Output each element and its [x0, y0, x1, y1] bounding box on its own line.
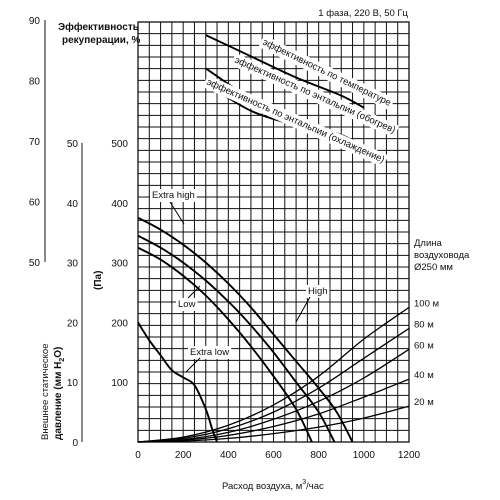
mm-tick-label: 50 [67, 139, 79, 150]
efficiency-tick-label: 70 [29, 137, 41, 148]
x-tick-label: 800 [310, 450, 327, 461]
mm-tick-label: 20 [67, 318, 79, 329]
pa-tick-label: 500 [111, 139, 128, 150]
duct-label-5: 20 м [414, 397, 434, 408]
fan-curve-1 [137, 216, 354, 443]
static-label-main: давление (мм Н [53, 362, 64, 440]
fan-label-high-leader [295, 296, 311, 323]
fan-label-low-leader [187, 285, 201, 299]
pa-tick-label: 200 [111, 318, 128, 329]
duct-curve-5 [137, 405, 410, 443]
efficiency-label-enthalpy-heating-bg [230, 52, 400, 138]
plot-frame [137, 21, 410, 443]
x-tick-label: 200 [175, 450, 192, 461]
pa-tick-label: 400 [111, 199, 128, 210]
pressure-unit-label: (Па) [93, 271, 104, 290]
static-pressure-label-line2: давление (мм Н2О) [53, 347, 66, 440]
efficiency-label-temperature-bg [258, 35, 395, 111]
static-label-sub: 2 [59, 358, 66, 362]
fan-label-extra-high: Extra high [152, 190, 195, 201]
duct-label-4: 40 м [414, 370, 434, 381]
mm-tick-label: 10 [67, 378, 79, 389]
fan-curve-4 [137, 321, 218, 443]
duct-curve-4 [137, 378, 410, 443]
pa-tick-label: 300 [111, 259, 128, 270]
x-tick-label: 1200 [398, 450, 421, 461]
static-label-end: О) [53, 347, 64, 358]
x-tick-labels: 0 200 400 600 800 1000 1200 [135, 450, 420, 461]
efficiency-title-line2: рекуперации, % [62, 35, 141, 46]
fan-label-extra-low-leader [185, 357, 201, 373]
x-axis-label: Расход воздуха, м3/час [222, 479, 324, 492]
x-label-main: Расход воздуха, м [222, 481, 302, 492]
fan-curve-3 [137, 246, 313, 443]
mm-tick-label: 40 [67, 199, 79, 210]
fan-label-extra-low: Extra low [190, 347, 229, 358]
fan-curve-2 [137, 234, 336, 443]
chart-grid [138, 22, 409, 442]
x-label-sup: 3 [302, 479, 306, 486]
power-spec: 1 фаза, 220 В, 50 Гц [318, 8, 408, 19]
pa-tick-label: 100 [111, 378, 128, 389]
duct-title-line1: Длина [414, 238, 443, 249]
fan-label-low: Low [178, 299, 196, 310]
static-pressure-label: Внешнее статическое [40, 344, 51, 440]
labels-layer: 100 м 80 м 60 м 40 м 20 м Extra high High Low Ex… [150, 35, 439, 408]
duct-title-line3: Ø250 мм [414, 262, 453, 273]
duct-label-1: 100 м [414, 298, 439, 309]
mm-tick-labels: 0 10 20 30 40 50 [67, 139, 79, 449]
duct-label-3: 60 м [414, 340, 434, 351]
x-tick-label: 0 [135, 450, 141, 461]
fan-label-extra-high-leader [169, 201, 185, 225]
fan-label-high: High [308, 286, 328, 297]
fan-label-extra-high-bg [150, 189, 197, 202]
duct-curve-2 [137, 327, 410, 443]
efficiency-tick-label: 80 [29, 77, 41, 88]
duct-title-line2: воздуховода [414, 250, 470, 261]
efficiency-tick-labels: 50 60 70 80 90 [29, 16, 41, 269]
duct-curve-1 [137, 306, 410, 443]
x-label-end: /час [306, 481, 324, 492]
fan-label-high-bg [306, 285, 330, 298]
x-tick-label: 600 [265, 450, 282, 461]
pa-tick-labels: 100 200 300 400 500 [111, 139, 128, 389]
fan-label-extra-low-bg [188, 346, 232, 359]
efficiency-tick-label: 50 [29, 258, 41, 269]
efficiency-title: Эффективность [58, 21, 139, 33]
fan-label-low-bg [176, 298, 198, 311]
mm-tick-label: 30 [67, 259, 79, 270]
efficiency-tick-label: 60 [29, 198, 41, 209]
duct-label-2: 80 м [414, 319, 434, 330]
x-tick-label: 400 [220, 450, 237, 461]
efficiency-label-enthalpy-cooling-bg [202, 74, 389, 168]
x-tick-label: 1000 [353, 450, 376, 461]
mm-tick-label: 0 [72, 438, 78, 449]
efficiency-curve-1 [205, 34, 365, 109]
efficiency-tick-label: 90 [29, 16, 41, 27]
